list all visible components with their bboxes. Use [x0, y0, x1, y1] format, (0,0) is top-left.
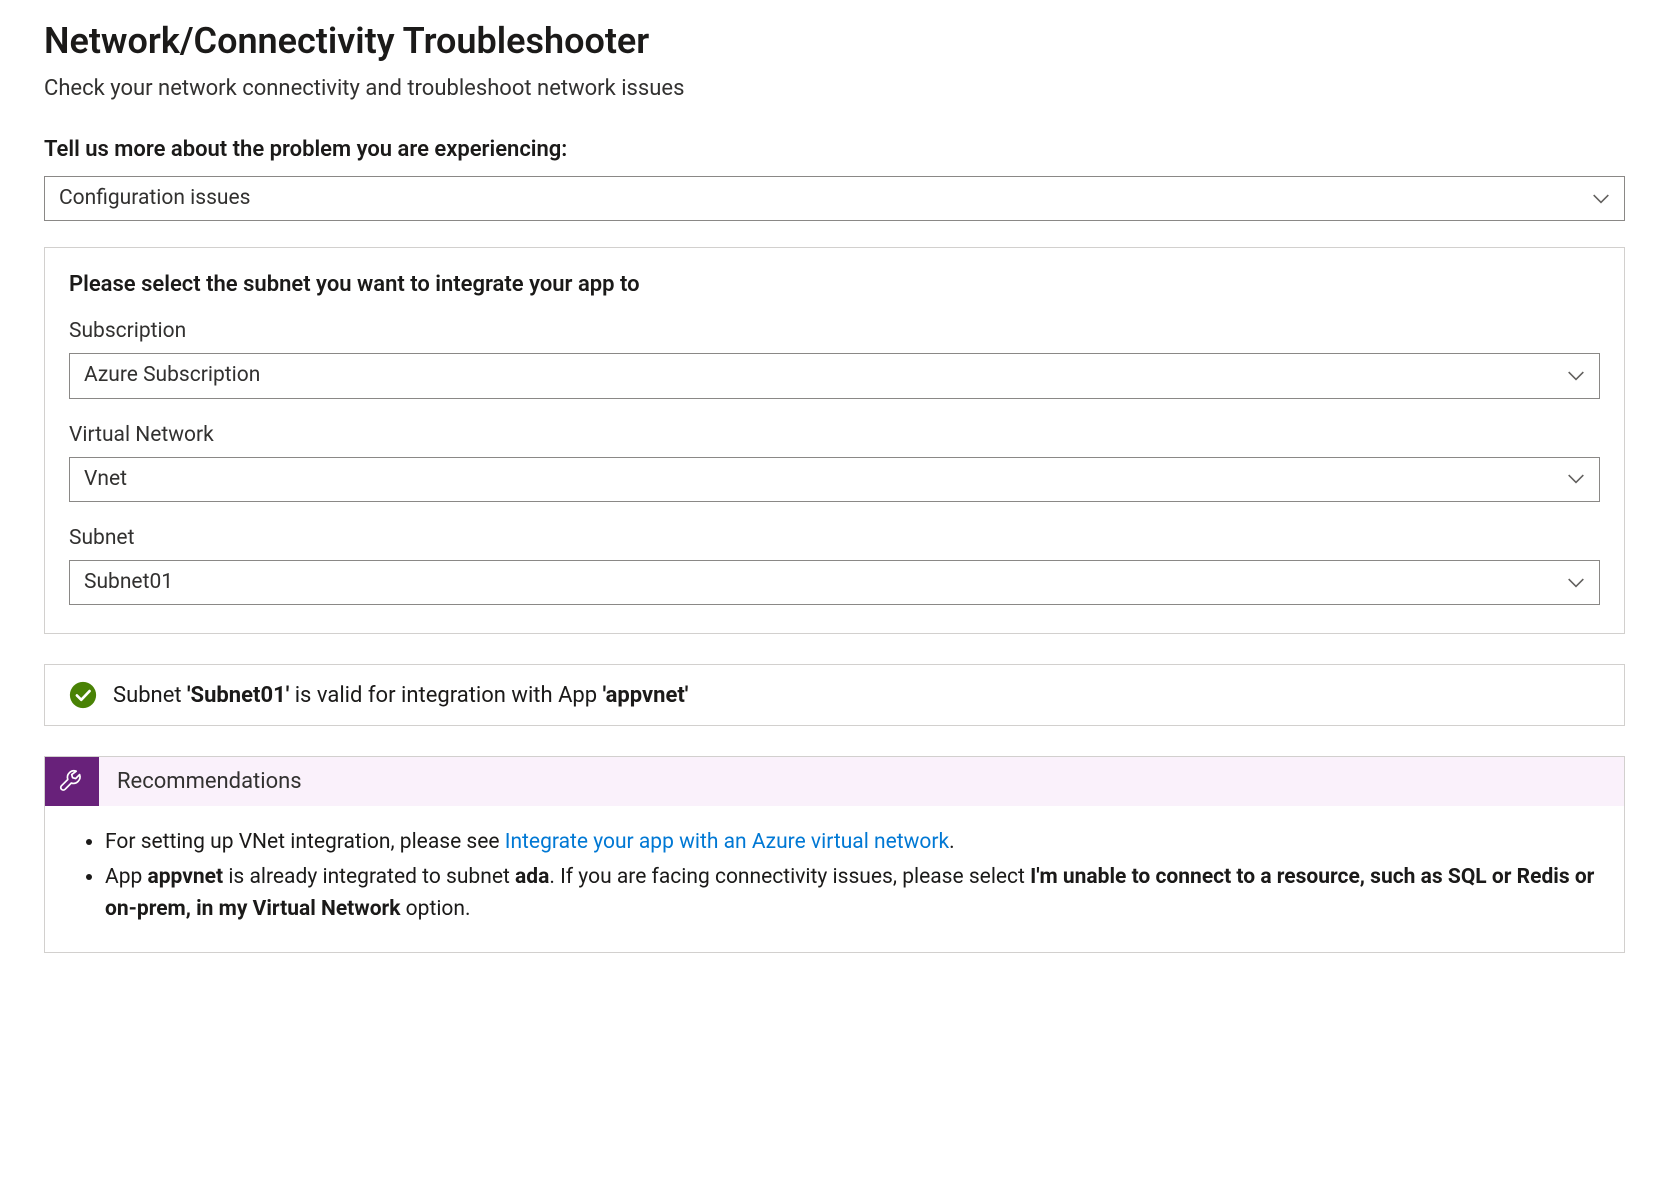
vnet-integration-doc-link[interactable]: Integrate your app with an Azure virtual…	[505, 830, 949, 854]
rec2-pre: App	[105, 865, 148, 889]
troubleshooter-page: Network/Connectivity Troubleshooter Chec…	[0, 0, 1669, 993]
subnet-value: Subnet01	[84, 570, 173, 594]
subnet-dropdown[interactable]: Subnet01	[69, 560, 1600, 605]
vnet-field: Virtual Network Vnet	[69, 423, 1600, 502]
subnet-selection-card: Please select the subnet you want to int…	[44, 247, 1625, 634]
subnet-label: Subnet	[69, 526, 1600, 550]
page-subtitle: Check your network connectivity and trou…	[44, 76, 1625, 101]
vnet-dropdown[interactable]: Vnet	[69, 457, 1600, 502]
recommendation-item: App appvnet is already integrated to sub…	[105, 861, 1596, 926]
recommendations-body: For setting up VNet integration, please …	[45, 806, 1624, 952]
rec1-post: .	[949, 830, 955, 854]
subnet-card-heading: Please select the subnet you want to int…	[69, 272, 1600, 297]
rec1-pre: For setting up VNet integration, please …	[105, 830, 505, 854]
problem-type-value: Configuration issues	[59, 186, 250, 210]
recommendations-title: Recommendations	[99, 757, 320, 806]
chevron-down-icon	[1567, 574, 1585, 592]
problem-prompt-label: Tell us more about the problem you are e…	[44, 137, 1625, 162]
wrench-icon	[45, 757, 99, 806]
subscription-field: Subscription Azure Subscription	[69, 319, 1600, 398]
success-check-icon	[69, 681, 97, 709]
rec2-app: appvnet	[148, 865, 224, 889]
vnet-value: Vnet	[84, 467, 127, 491]
validation-status-text: Subnet 'Subnet01' is valid for integrati…	[113, 683, 688, 708]
status-mid: is valid for integration with App	[289, 683, 602, 708]
rec2-mid2: . If you are facing connectivity issues,…	[549, 865, 1030, 889]
chevron-down-icon	[1592, 190, 1610, 208]
subscription-dropdown[interactable]: Azure Subscription	[69, 353, 1600, 398]
recommendations-header: Recommendations	[45, 757, 1624, 806]
validation-status-banner: Subnet 'Subnet01' is valid for integrati…	[44, 664, 1625, 726]
status-pre: Subnet	[113, 683, 187, 708]
rec2-post: option.	[400, 897, 470, 921]
page-title: Network/Connectivity Troubleshooter	[44, 20, 1625, 62]
status-app-name: 'appvnet'	[603, 683, 689, 708]
chevron-down-icon	[1567, 367, 1585, 385]
subscription-value: Azure Subscription	[84, 363, 260, 387]
recommendations-card: Recommendations For setting up VNet inte…	[44, 756, 1625, 953]
status-subnet-name: 'Subnet01'	[187, 683, 289, 708]
problem-type-dropdown[interactable]: Configuration issues	[44, 176, 1625, 221]
subscription-label: Subscription	[69, 319, 1600, 343]
chevron-down-icon	[1567, 470, 1585, 488]
vnet-label: Virtual Network	[69, 423, 1600, 447]
recommendation-item: For setting up VNet integration, please …	[105, 826, 1596, 859]
rec2-subnet: ada	[515, 865, 549, 889]
subnet-field: Subnet Subnet01	[69, 526, 1600, 605]
rec2-mid1: is already integrated to subnet	[223, 865, 515, 889]
